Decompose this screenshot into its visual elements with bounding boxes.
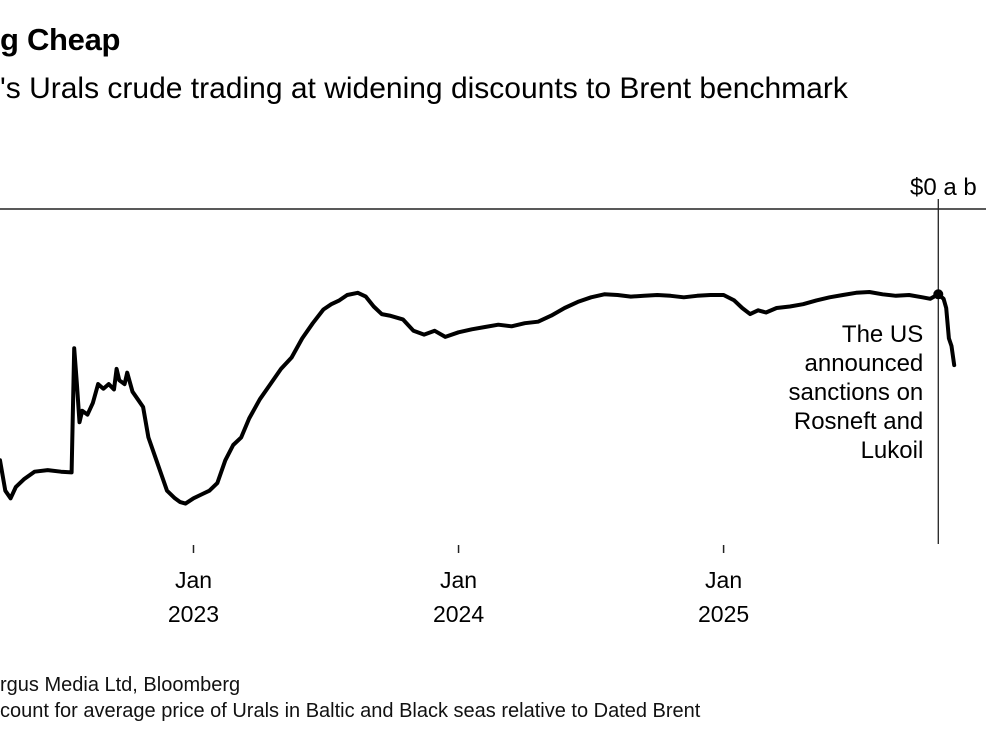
event-annotation-line: The US xyxy=(842,321,923,348)
event-point-marker xyxy=(933,289,944,300)
chart-subtitle: 's Urals crude trading at widening disco… xyxy=(0,72,848,106)
event-annotation-line: Lukoil xyxy=(861,437,924,464)
x-tick-label-year: 2024 xyxy=(433,601,484,627)
footnote: count for average price of Urals in Balt… xyxy=(0,700,701,722)
chart-title-text: g Cheap xyxy=(0,22,121,57)
x-axis: Jan 2023 Jan 2024 Jan 2025 xyxy=(168,545,749,627)
x-tick-label-year: 2023 xyxy=(168,601,219,627)
event-annotation-line: sanctions on xyxy=(789,379,924,406)
chart-title: g Cheap xyxy=(0,22,121,58)
y-axis-unit-label: $0 a b xyxy=(910,174,977,201)
series-line-0 xyxy=(0,290,957,506)
event-annotation-line: announced xyxy=(805,350,924,377)
x-tick-label-month: Jan xyxy=(705,567,742,593)
event-annotation-line: Rosneft and xyxy=(794,408,923,435)
source-note: rgus Media Ltd, Bloomberg xyxy=(0,674,241,696)
series-layer xyxy=(0,289,957,506)
x-tick-label-month: Jan xyxy=(175,567,212,593)
reference-layer: $0 a b xyxy=(0,174,986,210)
x-tick-label-month: Jan xyxy=(440,567,477,593)
x-tick-label-year: 2025 xyxy=(698,601,749,627)
chart-subtitle-text: 's Urals crude trading at widening disco… xyxy=(0,72,848,105)
